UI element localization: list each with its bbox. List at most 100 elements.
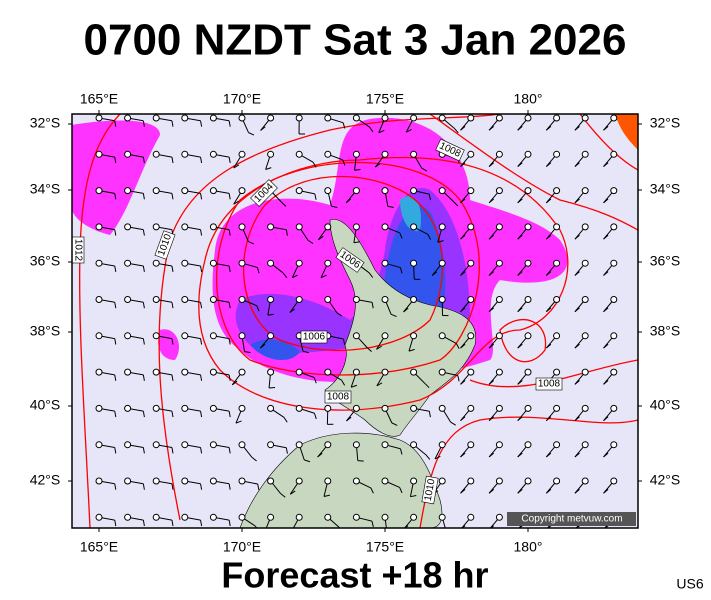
title: 0700 NZDT Sat 3 Jan 2026 [84, 16, 627, 65]
barb-flag [314, 193, 317, 200]
barb-station [495, 150, 503, 158]
barb-flag [488, 380, 495, 385]
barb-station [124, 296, 132, 303]
barb-station [95, 441, 103, 449]
barb-station [209, 187, 217, 195]
barb-station [610, 368, 618, 376]
barb-flag [375, 163, 381, 168]
barb-station [495, 441, 503, 449]
barb-station [124, 187, 132, 195]
barb-flag [228, 483, 231, 490]
barb-flag [431, 271, 438, 276]
barb-flag [421, 167, 428, 172]
barb-flag [460, 234, 466, 240]
barb-flag [200, 447, 203, 454]
barb-station [352, 477, 360, 485]
barb-station [524, 404, 532, 412]
barb-flag [336, 312, 343, 317]
barb-flag [142, 374, 145, 381]
barb-flag [455, 343, 460, 349]
barb-station [495, 404, 503, 412]
barb-station [267, 404, 275, 412]
barb-flag [399, 267, 403, 274]
barb-flag [171, 483, 174, 490]
land [239, 219, 477, 528]
barb-flag [200, 229, 203, 236]
barb-flag [289, 308, 296, 313]
barb-station [581, 259, 589, 267]
barb-station [238, 259, 246, 267]
barb-flag [228, 156, 231, 164]
barb-station [381, 477, 389, 485]
barb-station [124, 404, 132, 412]
barb-station [295, 259, 303, 267]
barb-flag [114, 302, 117, 309]
isobar-label-box [324, 390, 352, 404]
barb-flag [171, 411, 174, 418]
barb-flag [231, 380, 238, 386]
barb-station [238, 404, 246, 412]
barb-station [181, 114, 189, 122]
isobar [499, 319, 547, 363]
barb-flag [545, 343, 552, 349]
barb-station [524, 187, 532, 195]
barb-flag [517, 380, 523, 385]
barb-station [124, 441, 132, 449]
barb-flag [603, 198, 609, 204]
barb-station [495, 513, 503, 521]
barb-station [267, 296, 275, 303]
barb-flag [142, 193, 145, 200]
barb-station [438, 441, 446, 449]
barb-flag [313, 413, 317, 420]
barb-flag [460, 416, 466, 422]
barb-flag [460, 452, 466, 458]
barb-station [438, 187, 446, 195]
barb-flag [574, 416, 580, 422]
barb-flag [574, 162, 580, 167]
barb-station [209, 441, 217, 449]
barb-station [410, 187, 418, 195]
barb-station [352, 368, 360, 376]
barb-station [95, 223, 103, 231]
forecast-caption: Forecast +18 hr [221, 555, 488, 596]
barb-flag [399, 448, 403, 455]
barb-station [152, 223, 160, 231]
barb-station [95, 332, 103, 340]
barb-station [295, 368, 303, 376]
model-code: US6 [676, 576, 703, 592]
barb-flag [292, 274, 298, 279]
barb-station [295, 513, 303, 521]
barb-station [295, 150, 303, 158]
barb-station [209, 150, 217, 158]
lat-label: 32°S [30, 115, 61, 131]
barb-station [124, 513, 132, 521]
barb-flag [603, 343, 609, 349]
isobar-label: 1006 [300, 330, 328, 344]
barb-station [267, 441, 275, 449]
barb-flag [488, 452, 495, 458]
barb-station [553, 223, 561, 231]
barb-flag [269, 386, 276, 389]
barb-station [95, 368, 103, 376]
barb-flag [387, 205, 394, 208]
barb-flag [114, 156, 117, 164]
barb-station [324, 187, 332, 195]
barb-station [610, 114, 618, 122]
barb-flag [574, 452, 580, 458]
wind-barbs [95, 114, 618, 535]
barb-station [124, 114, 132, 122]
barb-station [381, 332, 389, 340]
barb-flag [447, 533, 453, 535]
barb-flag [171, 447, 174, 454]
barb-flag [302, 350, 310, 354]
barb-flag [457, 375, 460, 382]
barb-flag [517, 162, 523, 167]
barb-station [295, 404, 303, 412]
barb-station [352, 187, 360, 195]
barb-flag [142, 302, 145, 309]
barb-station [324, 296, 332, 303]
barb-flag [351, 384, 358, 388]
barb-station [467, 513, 475, 521]
barb-station [381, 150, 389, 158]
barb-station [295, 114, 303, 122]
